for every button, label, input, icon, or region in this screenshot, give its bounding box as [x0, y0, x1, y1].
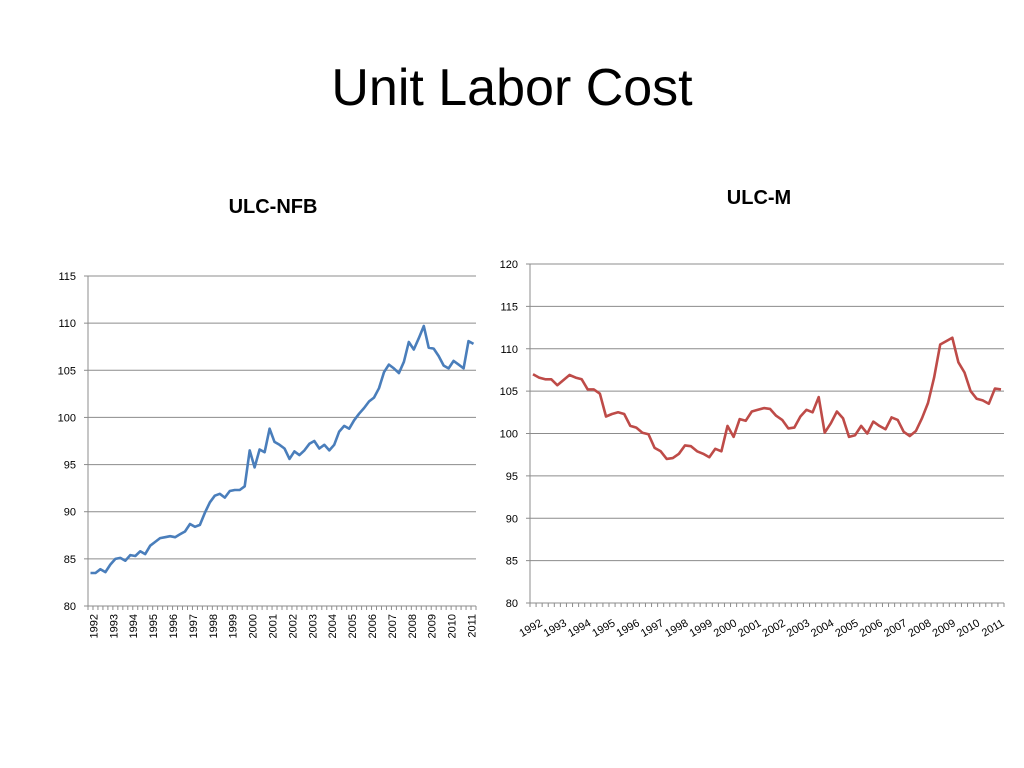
x-tick-label: 2003	[785, 617, 812, 640]
y-tick-label: 120	[500, 259, 518, 271]
y-tick-label: 115	[58, 271, 76, 283]
series-line-nfb	[90, 324, 475, 575]
y-tick-label: 90	[64, 507, 76, 519]
x-tick-label: 1994	[128, 614, 140, 638]
x-tick-label: 1993	[108, 614, 120, 638]
x-tick-label: 2004	[327, 614, 339, 638]
y-tick-label: 115	[500, 301, 518, 313]
x-tick-label: 1997	[639, 617, 666, 640]
x-tick-label: 1993	[542, 617, 569, 640]
x-tick-label: 1997	[188, 614, 200, 638]
y-tick-label: 105	[500, 386, 518, 398]
y-tick-label: 80	[506, 598, 518, 610]
x-tick-label: 2000	[712, 617, 739, 640]
y-tick-label: 110	[500, 344, 518, 356]
x-tick-label: 2005	[347, 614, 359, 638]
y-tick-label: 80	[64, 601, 76, 613]
y-tick-label: 105	[58, 365, 76, 377]
y-tick-label: 95	[506, 471, 518, 483]
x-tick-label: 1998	[208, 614, 220, 638]
slide-title: Unit Labor Cost	[331, 59, 693, 117]
x-tick-label: 2010	[447, 614, 459, 638]
y-tick-label: 100	[500, 429, 518, 441]
x-tick-label: 2010	[955, 617, 982, 640]
x-tick-label: 1996	[615, 617, 642, 640]
x-tick-label: 2001	[267, 614, 279, 638]
x-tick-label: 2008	[906, 617, 933, 640]
y-tick-label: 100	[58, 412, 76, 424]
x-tick-label: 2007	[882, 617, 909, 640]
x-tick-label: 1996	[168, 614, 180, 638]
x-tick-label: 1999	[687, 617, 714, 640]
x-tick-label: 1999	[228, 614, 240, 638]
x-tick-label: 2001	[736, 617, 763, 640]
x-tick-label: 1992	[88, 614, 100, 638]
chart-title-ulc-m: ULC-M	[726, 187, 792, 209]
x-tick-label: 2002	[760, 617, 787, 640]
x-tick-label: 2009	[931, 617, 958, 640]
x-tick-label: 1995	[148, 614, 160, 638]
x-tick-label: 1995	[590, 617, 617, 640]
x-tick-label: 1998	[663, 617, 690, 640]
y-tick-label: 95	[64, 460, 76, 472]
x-tick-label: 2009	[427, 614, 439, 638]
x-tick-label: 2008	[407, 614, 419, 638]
x-tick-label: 2007	[387, 614, 399, 638]
chart-title-ulc-nfb: ULC-NFB	[228, 196, 318, 218]
x-tick-label: 2005	[833, 617, 860, 640]
y-tick-label: 110	[58, 318, 76, 330]
x-tick-label: 2006	[367, 614, 379, 638]
x-tick-label: 2000	[248, 614, 260, 638]
x-tick-label: 2011	[980, 617, 1006, 639]
y-tick-label: 90	[506, 513, 518, 525]
x-tick-label: 2011	[466, 614, 478, 638]
x-tick-label: 1994	[566, 617, 593, 640]
y-tick-label: 85	[64, 554, 76, 566]
x-tick-label: 2002	[287, 614, 299, 638]
y-tick-label: 85	[506, 556, 518, 568]
x-tick-label: 1992	[517, 617, 544, 640]
x-tick-label: 2003	[307, 614, 319, 638]
series-line-m	[532, 336, 1002, 461]
x-tick-label: 2004	[809, 617, 836, 640]
x-tick-label: 2006	[858, 617, 885, 640]
